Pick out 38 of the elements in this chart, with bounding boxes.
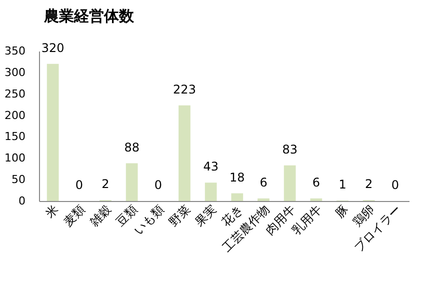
bar <box>284 165 296 201</box>
data-label: 6 <box>260 175 268 190</box>
x-tick-label: 雑穀 <box>87 202 114 229</box>
data-label: 6 <box>312 175 320 190</box>
data-label: 0 <box>75 178 83 192</box>
y-tick-label: 50 <box>12 173 26 186</box>
x-tick-label: 果実 <box>192 202 220 229</box>
y-tick-label: 300 <box>4 66 26 79</box>
data-label: 88 <box>124 140 140 154</box>
data-label: 0 <box>391 178 399 192</box>
data-label: 2 <box>102 177 110 192</box>
y-tick-label: 200 <box>4 108 26 122</box>
data-label: 320 <box>41 40 64 55</box>
data-label: 18 <box>230 170 245 184</box>
x-tick-label: 米 <box>42 202 62 220</box>
bar <box>310 198 322 201</box>
y-tick-label: 250 <box>4 87 26 100</box>
data-label: 83 <box>282 142 298 156</box>
data-label: 223 <box>173 82 196 96</box>
bar <box>231 193 244 201</box>
x-tick-label: 豚 <box>332 202 351 220</box>
data-label: 1 <box>338 178 346 192</box>
x-tick-label: 豆類 <box>113 202 140 229</box>
y-tick-label: 0 <box>18 194 26 208</box>
bar <box>126 163 138 201</box>
x-tick-label: 野菜 <box>166 202 193 229</box>
x-tick-label: 麦類 <box>60 202 88 229</box>
data-label: 2 <box>365 177 373 192</box>
bar <box>46 64 59 201</box>
bar <box>258 198 270 201</box>
bar <box>204 182 217 201</box>
y-tick-label: 150 <box>4 130 26 144</box>
bar <box>178 105 190 201</box>
data-label: 43 <box>203 160 218 174</box>
chart-title: 農業経営体数 <box>43 6 136 25</box>
data-label: 0 <box>154 178 162 192</box>
y-tick-label: 350 <box>4 44 26 58</box>
y-tick-label: 100 <box>4 152 26 165</box>
